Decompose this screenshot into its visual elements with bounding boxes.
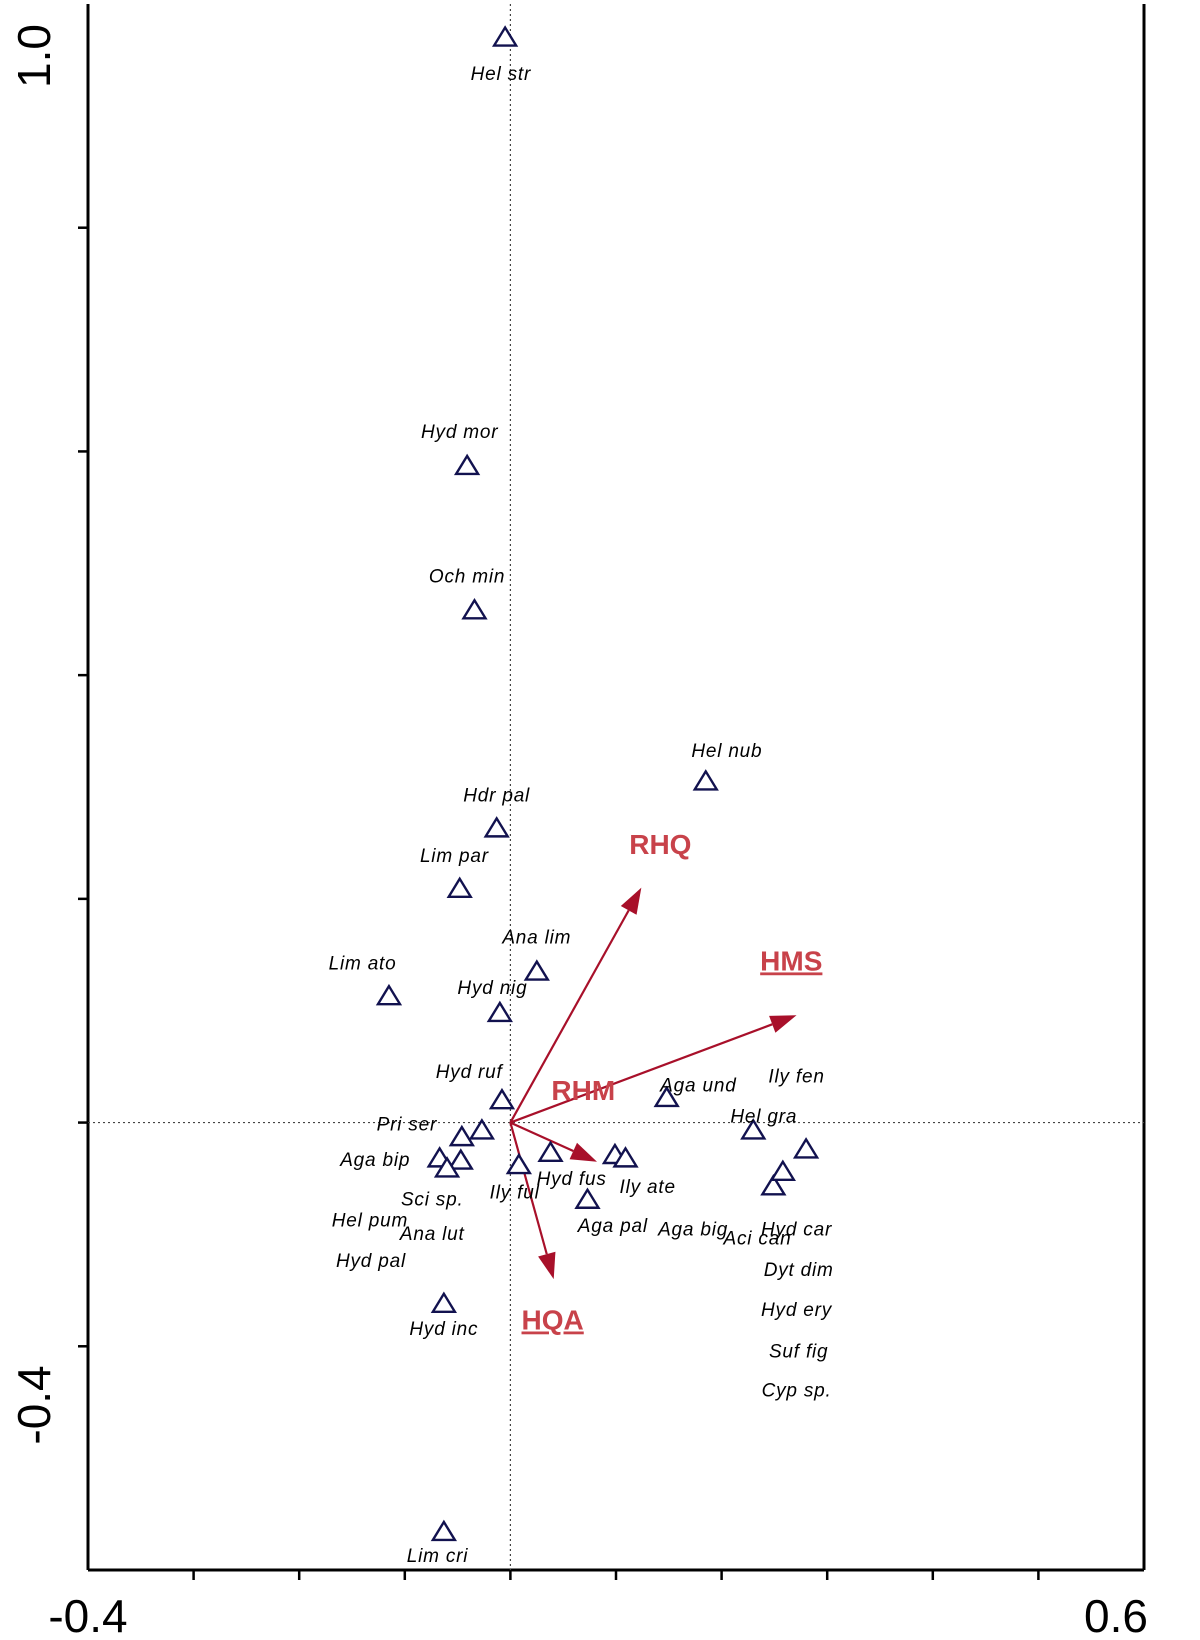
- species-point: [430, 1519, 458, 1542]
- species-point: [483, 816, 510, 838]
- species-label: Aga und: [659, 1075, 737, 1096]
- species-point: [612, 1146, 639, 1168]
- species-label: Hyd fus: [537, 1169, 607, 1190]
- species-point: [433, 1156, 461, 1178]
- vector-arrow-rhm: [509, 1121, 574, 1153]
- species-label: Hyd ruf: [436, 1062, 504, 1083]
- species-label: Hel pum: [332, 1211, 408, 1232]
- species-label: Hel gra: [730, 1107, 797, 1128]
- species-point: [375, 983, 403, 1006]
- species-point: [468, 1118, 496, 1140]
- species-point: [537, 1140, 564, 1162]
- vector-arrowhead-hms: [769, 1015, 797, 1033]
- x-tick-label: -0.4: [48, 1590, 127, 1640]
- species-point: [505, 1152, 532, 1175]
- species-point: [447, 1148, 474, 1170]
- species-point: [453, 453, 481, 476]
- vector-arrow-rhq: [509, 909, 630, 1124]
- axes: -0.4 0.6 1.0 -0.4: [8, 4, 1148, 1640]
- species-label: Hel nub: [691, 741, 762, 762]
- species-label: Och min: [429, 566, 505, 587]
- species-label: Pri ser: [377, 1114, 438, 1135]
- species-point: [491, 25, 519, 47]
- species-label: Ily ate: [620, 1177, 676, 1198]
- species-label: Aga pal: [577, 1216, 648, 1237]
- species-label: Hyd nig: [457, 978, 527, 999]
- species-label: Ana lim: [501, 928, 571, 949]
- species-label: Aci can: [723, 1228, 792, 1249]
- species-point: [760, 1174, 787, 1196]
- species-label: Ana lut: [399, 1224, 465, 1245]
- species-label: Sci sp.: [401, 1189, 464, 1210]
- species-label: Ily ful: [490, 1183, 540, 1204]
- vector-arrow-hqa: [509, 1122, 548, 1255]
- species-label: Lim cri: [407, 1546, 469, 1567]
- species-label: Hyd ery: [761, 1300, 833, 1321]
- species-point: [446, 876, 473, 898]
- species-label: Lim ato: [329, 953, 397, 974]
- species-label: Hyd inc: [409, 1319, 478, 1340]
- species-label: Dyt dim: [764, 1260, 834, 1281]
- species-points: [375, 25, 820, 1542]
- species-point: [430, 1291, 458, 1313]
- vector-label-hms: HMS: [760, 945, 822, 976]
- vector-arrowhead-rhm: [569, 1142, 597, 1162]
- vector-arrowhead-hqa: [538, 1251, 556, 1280]
- vector-arrow-hms: [510, 1023, 773, 1124]
- vector-label-hqa: HQA: [522, 1305, 584, 1336]
- species-label: Cyp sp.: [762, 1381, 832, 1402]
- y-tick-label: 1.0: [8, 24, 60, 88]
- species-point: [740, 1118, 767, 1140]
- species-point: [574, 1187, 601, 1209]
- species-label: Aga bip: [339, 1150, 410, 1171]
- species-point: [792, 1137, 820, 1159]
- species-label: Aga big: [657, 1220, 728, 1241]
- species-point: [769, 1159, 796, 1181]
- species-label: Hyd car: [761, 1220, 832, 1241]
- species-point: [523, 959, 550, 981]
- species-point: [488, 1087, 516, 1110]
- environment-vectors: RHQ HMS RHM HQA: [509, 829, 822, 1336]
- species-point: [448, 1124, 475, 1147]
- species-label: Suf fig: [769, 1341, 828, 1362]
- species-label: Ily fen: [768, 1066, 824, 1087]
- x-tick-label: 0.6: [1084, 1590, 1148, 1640]
- species-label: Hyd mor: [421, 422, 498, 443]
- species-point: [653, 1085, 680, 1108]
- species-label: Lim par: [420, 846, 489, 867]
- species-point: [692, 769, 719, 791]
- y-tick-label: -0.4: [8, 1365, 60, 1444]
- species-point: [461, 597, 488, 620]
- species-label: Hel str: [471, 64, 532, 85]
- species-point: [486, 1000, 513, 1023]
- vector-label-rhq: RHQ: [629, 829, 691, 860]
- vector-arrowhead-rhq: [620, 887, 642, 915]
- vector-label-rhm: RHM: [551, 1075, 615, 1106]
- species-label: Hdr pal: [463, 786, 530, 807]
- species-label: Hyd pal: [336, 1251, 406, 1272]
